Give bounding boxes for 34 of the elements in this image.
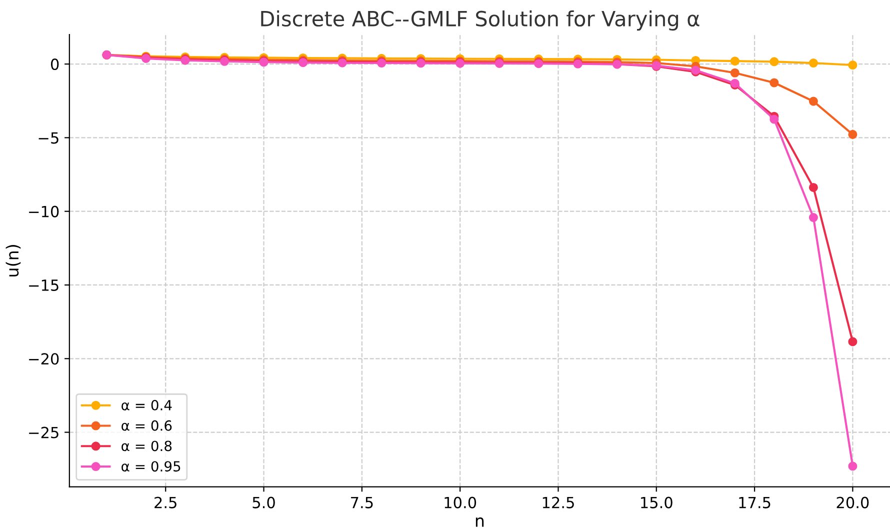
point: [848, 337, 858, 346]
x-tick-label: 15.0: [641, 496, 672, 508]
point: [848, 130, 858, 139]
point: [808, 182, 818, 192]
y-tick-label: −15: [29, 280, 58, 292]
x-tick-label: 17.5: [739, 496, 770, 508]
y-tick-label: −20: [29, 353, 59, 365]
point: [730, 56, 740, 66]
chart-title: Discrete ABC--GMLF Solution for Varying α: [261, 10, 700, 31]
legend-label: α = 0.4: [122, 400, 172, 410]
point: [848, 462, 858, 471]
y-tick-label: −5: [38, 132, 58, 144]
x-tick-label: 12.5: [542, 496, 574, 508]
x-tick-label: 2.5: [154, 496, 176, 508]
point: [770, 78, 779, 88]
legend-label: α = 0.6: [122, 420, 172, 431]
y-axis-title: u(n): [6, 245, 21, 276]
y-tick-label: −25: [29, 426, 58, 438]
point: [848, 60, 858, 70]
x-tick-label: 7.5: [351, 496, 373, 508]
point: [808, 96, 818, 106]
point: [808, 58, 818, 68]
legend-label: α = 0.8: [122, 440, 172, 452]
x-tick-label: 5.0: [252, 496, 275, 508]
point: [730, 68, 740, 78]
y-tick-label: 0: [50, 58, 59, 70]
y-tick-label: −10: [29, 206, 59, 218]
x-tick-label: 20.0: [836, 496, 869, 508]
point: [808, 213, 818, 222]
point: [770, 114, 779, 124]
x-tick-label: 10.0: [444, 496, 476, 508]
point: [770, 57, 779, 66]
x-axis-title: n: [476, 517, 484, 527]
legend-label: α = 0.95: [122, 461, 180, 472]
